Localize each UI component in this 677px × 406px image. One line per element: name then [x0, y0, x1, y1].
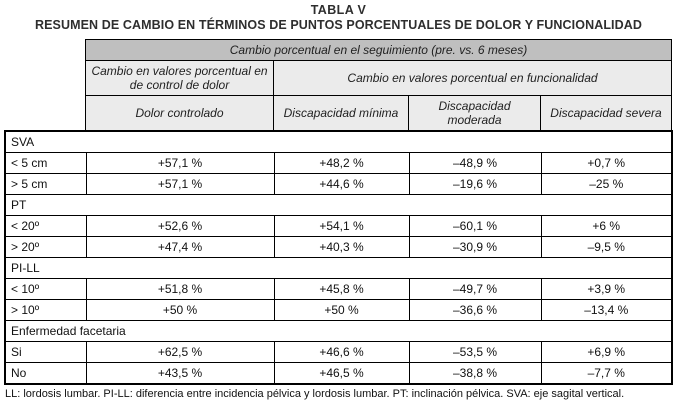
- title-block: TABLA V RESUMEN DE CAMBIO EN TÉRMINOS DE…: [0, 0, 677, 32]
- table-row: > 10º +50 % +50 % –36,6 % –13,4 %: [4, 299, 673, 321]
- header-col-label: Discapacidad severa: [540, 95, 672, 130]
- header-col-label: Discapacidad moderada: [408, 95, 541, 130]
- header-group-pain-cell: Cambio en valores porcentual en de contr…: [85, 60, 274, 96]
- header-row-groups: Cambio en valores porcentual en de contr…: [85, 60, 672, 96]
- value-cell: +62,5 %: [85, 341, 275, 363]
- section-label: Enfermedad facetaria: [4, 320, 673, 342]
- value-cell: +6 %: [540, 215, 673, 237]
- value-cell: +0,7 %: [540, 152, 673, 174]
- table-row: Si +62,5 % +46,6 % –53,5 % +6,9 %: [4, 341, 673, 363]
- value-cell: –53,5 %: [408, 341, 542, 363]
- table-row: > 20º +47,4 % +40,3 % –30,9 % –9,5 %: [4, 236, 673, 258]
- value-cell: +48,2 %: [273, 152, 410, 174]
- value-cell: –19,6 %: [408, 173, 542, 195]
- value-cell: +50 %: [273, 299, 410, 321]
- header-col-label: Discapacidad mínima: [273, 95, 409, 130]
- value-cell: +51,8 %: [85, 278, 275, 300]
- row-label: > 20º: [4, 236, 87, 258]
- value-cell: +54,1 %: [273, 215, 410, 237]
- table-row: < 20º +52,6 % +54,1 % –60,1 % +6 %: [4, 215, 673, 237]
- value-cell: –38,8 %: [408, 362, 542, 385]
- row-label: < 20º: [4, 215, 87, 237]
- value-cell: +40,3 %: [273, 236, 410, 258]
- table-row: < 10º +51,8 % +45,8 % –49,7 % +3,9 %: [4, 278, 673, 300]
- row-label: Si: [4, 341, 87, 363]
- header-col-label: Dolor controlado: [85, 95, 274, 130]
- table-row: > 5 cm +57,1 % +44,6 % –19,6 % –25 %: [4, 173, 673, 195]
- table-subtitle: RESUMEN DE CAMBIO EN TÉRMINOS DE PUNTOS …: [34, 18, 643, 32]
- value-cell: +3,9 %: [540, 278, 673, 300]
- section-row: SVA: [4, 130, 673, 153]
- value-cell: +50 %: [85, 299, 275, 321]
- value-cell: –49,7 %: [408, 278, 542, 300]
- value-cell: –48,9 %: [408, 152, 542, 174]
- value-cell: +57,1 %: [85, 152, 275, 174]
- value-cell: –25 %: [540, 173, 673, 195]
- value-cell: +47,4 %: [85, 236, 275, 258]
- value-cell: +57,1 %: [85, 173, 275, 195]
- row-label: < 5 cm: [4, 152, 87, 174]
- table-title: TABLA V: [310, 3, 367, 17]
- data-table: SVA < 5 cm +57,1 % +48,2 % –48,9 % +0,7 % > 5 …: [4, 130, 673, 385]
- value-cell: –36,6 %: [408, 299, 542, 321]
- section-label: PT: [4, 194, 673, 216]
- header-group-function-cell: Cambio en valores porcentual en funciona…: [273, 60, 672, 96]
- header-row-top: Cambio porcentual en el seguimiento (pre…: [85, 39, 672, 61]
- value-cell: –9,5 %: [540, 236, 673, 258]
- row-label: > 5 cm: [4, 173, 87, 195]
- section-row: PI-LL: [4, 257, 673, 279]
- header-top-cell: Cambio porcentual en el seguimiento (pre…: [85, 39, 672, 61]
- section-label: SVA: [4, 130, 673, 153]
- value-cell: +52,6 %: [85, 215, 275, 237]
- value-cell: –13,4 %: [540, 299, 673, 321]
- table-row: < 5 cm +57,1 % +48,2 % –48,9 % +0,7 %: [4, 152, 673, 174]
- table-body: SVA < 5 cm +57,1 % +48,2 % –48,9 % +0,7 % > 5 …: [4, 130, 673, 385]
- value-cell: +43,5 %: [85, 362, 275, 385]
- value-cell: +44,6 %: [273, 173, 410, 195]
- value-cell: –60,1 %: [408, 215, 542, 237]
- value-cell: +46,5 %: [273, 362, 410, 385]
- row-label: No: [4, 362, 87, 385]
- section-row: Enfermedad facetaria: [4, 320, 673, 342]
- section-label: PI-LL: [4, 257, 673, 279]
- value-cell: –7,7 %: [540, 362, 673, 385]
- value-cell: +46,6 %: [273, 341, 410, 363]
- row-label: < 10º: [4, 278, 87, 300]
- header-table: Cambio porcentual en el seguimiento (pre…: [85, 39, 672, 130]
- table-wrap: Cambio porcentual en el seguimiento (pre…: [4, 39, 673, 385]
- value-cell: +45,8 %: [273, 278, 410, 300]
- section-row: PT: [4, 194, 673, 216]
- value-cell: +6,9 %: [540, 341, 673, 363]
- footnote: LL: lordosis lumbar. PI-LL: diferencia e…: [5, 388, 625, 400]
- header-row-columns: Dolor controlado Discapacidad mínima Dis…: [85, 95, 672, 130]
- value-cell: –30,9 %: [408, 236, 542, 258]
- row-label: > 10º: [4, 299, 87, 321]
- table-row: No +43,5 % +46,5 % –38,8 % –7,7 %: [4, 362, 673, 385]
